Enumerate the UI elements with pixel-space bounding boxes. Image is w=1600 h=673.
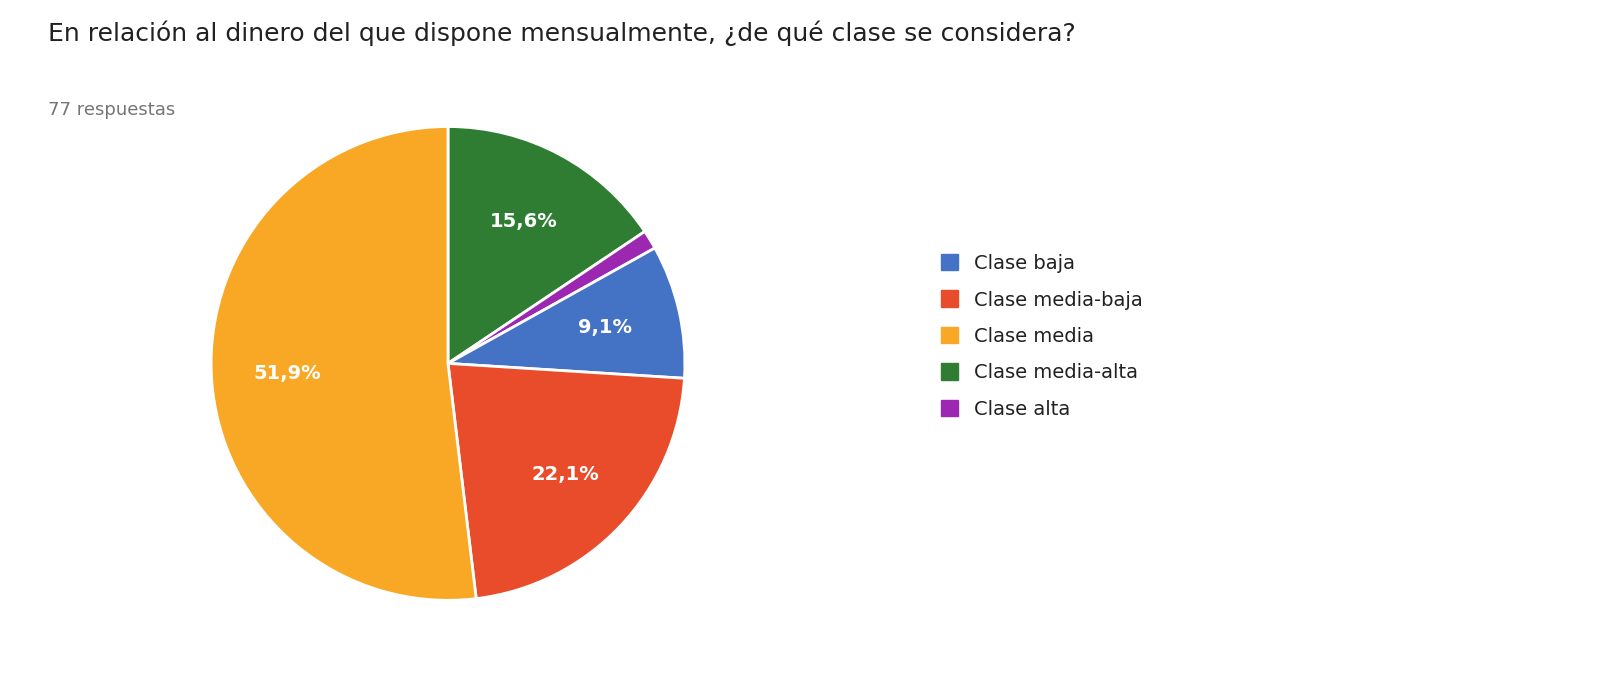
Text: 22,1%: 22,1% [531, 464, 598, 484]
Wedge shape [448, 232, 654, 363]
Wedge shape [211, 127, 477, 600]
Text: 51,9%: 51,9% [253, 363, 322, 382]
Wedge shape [448, 363, 685, 598]
Text: 15,6%: 15,6% [490, 212, 558, 231]
Wedge shape [448, 248, 685, 378]
Text: 9,1%: 9,1% [578, 318, 632, 337]
Text: 77 respuestas: 77 respuestas [48, 101, 176, 119]
Text: En relación al dinero del que dispone mensualmente, ¿de qué clase se considera?: En relación al dinero del que dispone me… [48, 20, 1075, 46]
Legend: Clase baja, Clase media-baja, Clase media, Clase media-alta, Clase alta: Clase baja, Clase media-baja, Clase medi… [922, 235, 1163, 438]
Wedge shape [448, 127, 645, 363]
